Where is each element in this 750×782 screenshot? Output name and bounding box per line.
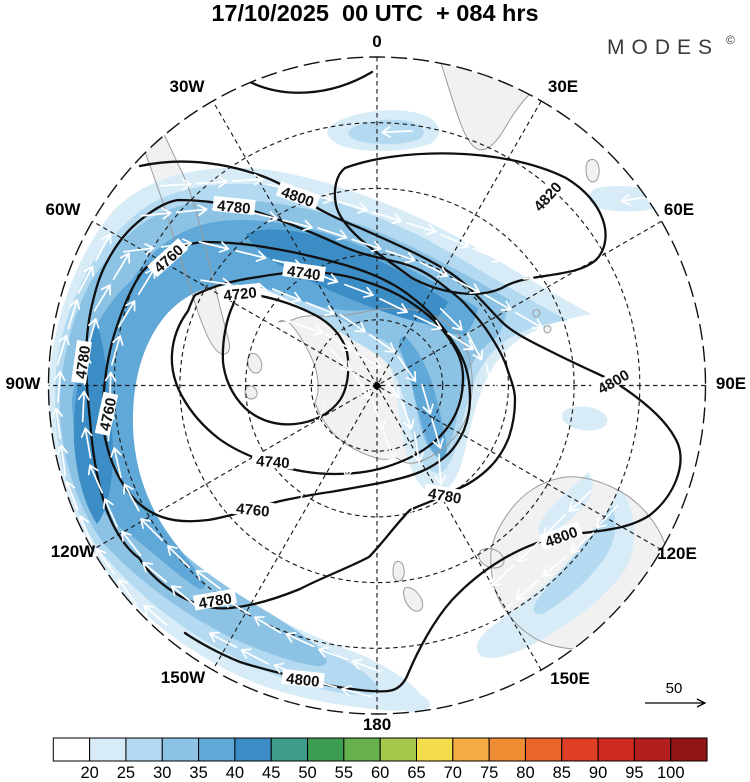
svg-text:150W: 150W: [161, 668, 206, 687]
svg-text:4740: 4740: [256, 453, 290, 472]
svg-text:©: ©: [726, 33, 735, 47]
svg-text:30: 30: [153, 764, 171, 782]
svg-text:90W: 90W: [6, 374, 42, 393]
svg-text:4780: 4780: [427, 485, 463, 508]
svg-text:25: 25: [117, 764, 135, 782]
svg-text:180: 180: [363, 715, 391, 734]
svg-text:4740: 4740: [286, 263, 321, 284]
svg-text:30E: 30E: [548, 77, 578, 96]
svg-text:90: 90: [589, 764, 607, 782]
svg-text:20: 20: [80, 764, 98, 782]
svg-text:120E: 120E: [657, 544, 697, 563]
svg-text:17/10/2025 00 UTC + 084 hrs: 17/10/2025 00 UTC + 084 hrs: [211, 0, 538, 26]
svg-text:80: 80: [516, 764, 534, 782]
svg-text:60: 60: [371, 764, 389, 782]
svg-text:95: 95: [625, 764, 643, 782]
svg-text:30W: 30W: [170, 77, 206, 96]
svg-text:4780: 4780: [73, 345, 94, 380]
svg-text:120W: 120W: [51, 542, 96, 561]
svg-text:4780: 4780: [216, 197, 251, 217]
svg-text:60E: 60E: [664, 200, 694, 219]
svg-text:0: 0: [372, 32, 381, 51]
svg-text:150E: 150E: [550, 669, 590, 688]
svg-text:4720: 4720: [223, 284, 258, 304]
svg-text:MODES: MODES: [607, 36, 719, 59]
svg-text:45: 45: [262, 764, 280, 782]
svg-text:75: 75: [480, 764, 498, 782]
svg-text:4780: 4780: [197, 590, 233, 613]
svg-text:40: 40: [226, 764, 244, 782]
svg-text:90E: 90E: [716, 374, 746, 393]
svg-text:50: 50: [666, 680, 683, 697]
svg-text:60W: 60W: [46, 200, 82, 219]
svg-text:70: 70: [444, 764, 462, 782]
svg-text:4800: 4800: [285, 670, 320, 690]
svg-text:4760: 4760: [97, 396, 121, 432]
svg-text:35: 35: [189, 764, 207, 782]
svg-text:65: 65: [407, 764, 425, 782]
svg-text:50: 50: [298, 764, 316, 782]
svg-text:55: 55: [335, 764, 353, 782]
svg-text:4760: 4760: [235, 500, 270, 520]
svg-text:100: 100: [657, 764, 685, 782]
svg-text:85: 85: [553, 764, 571, 782]
